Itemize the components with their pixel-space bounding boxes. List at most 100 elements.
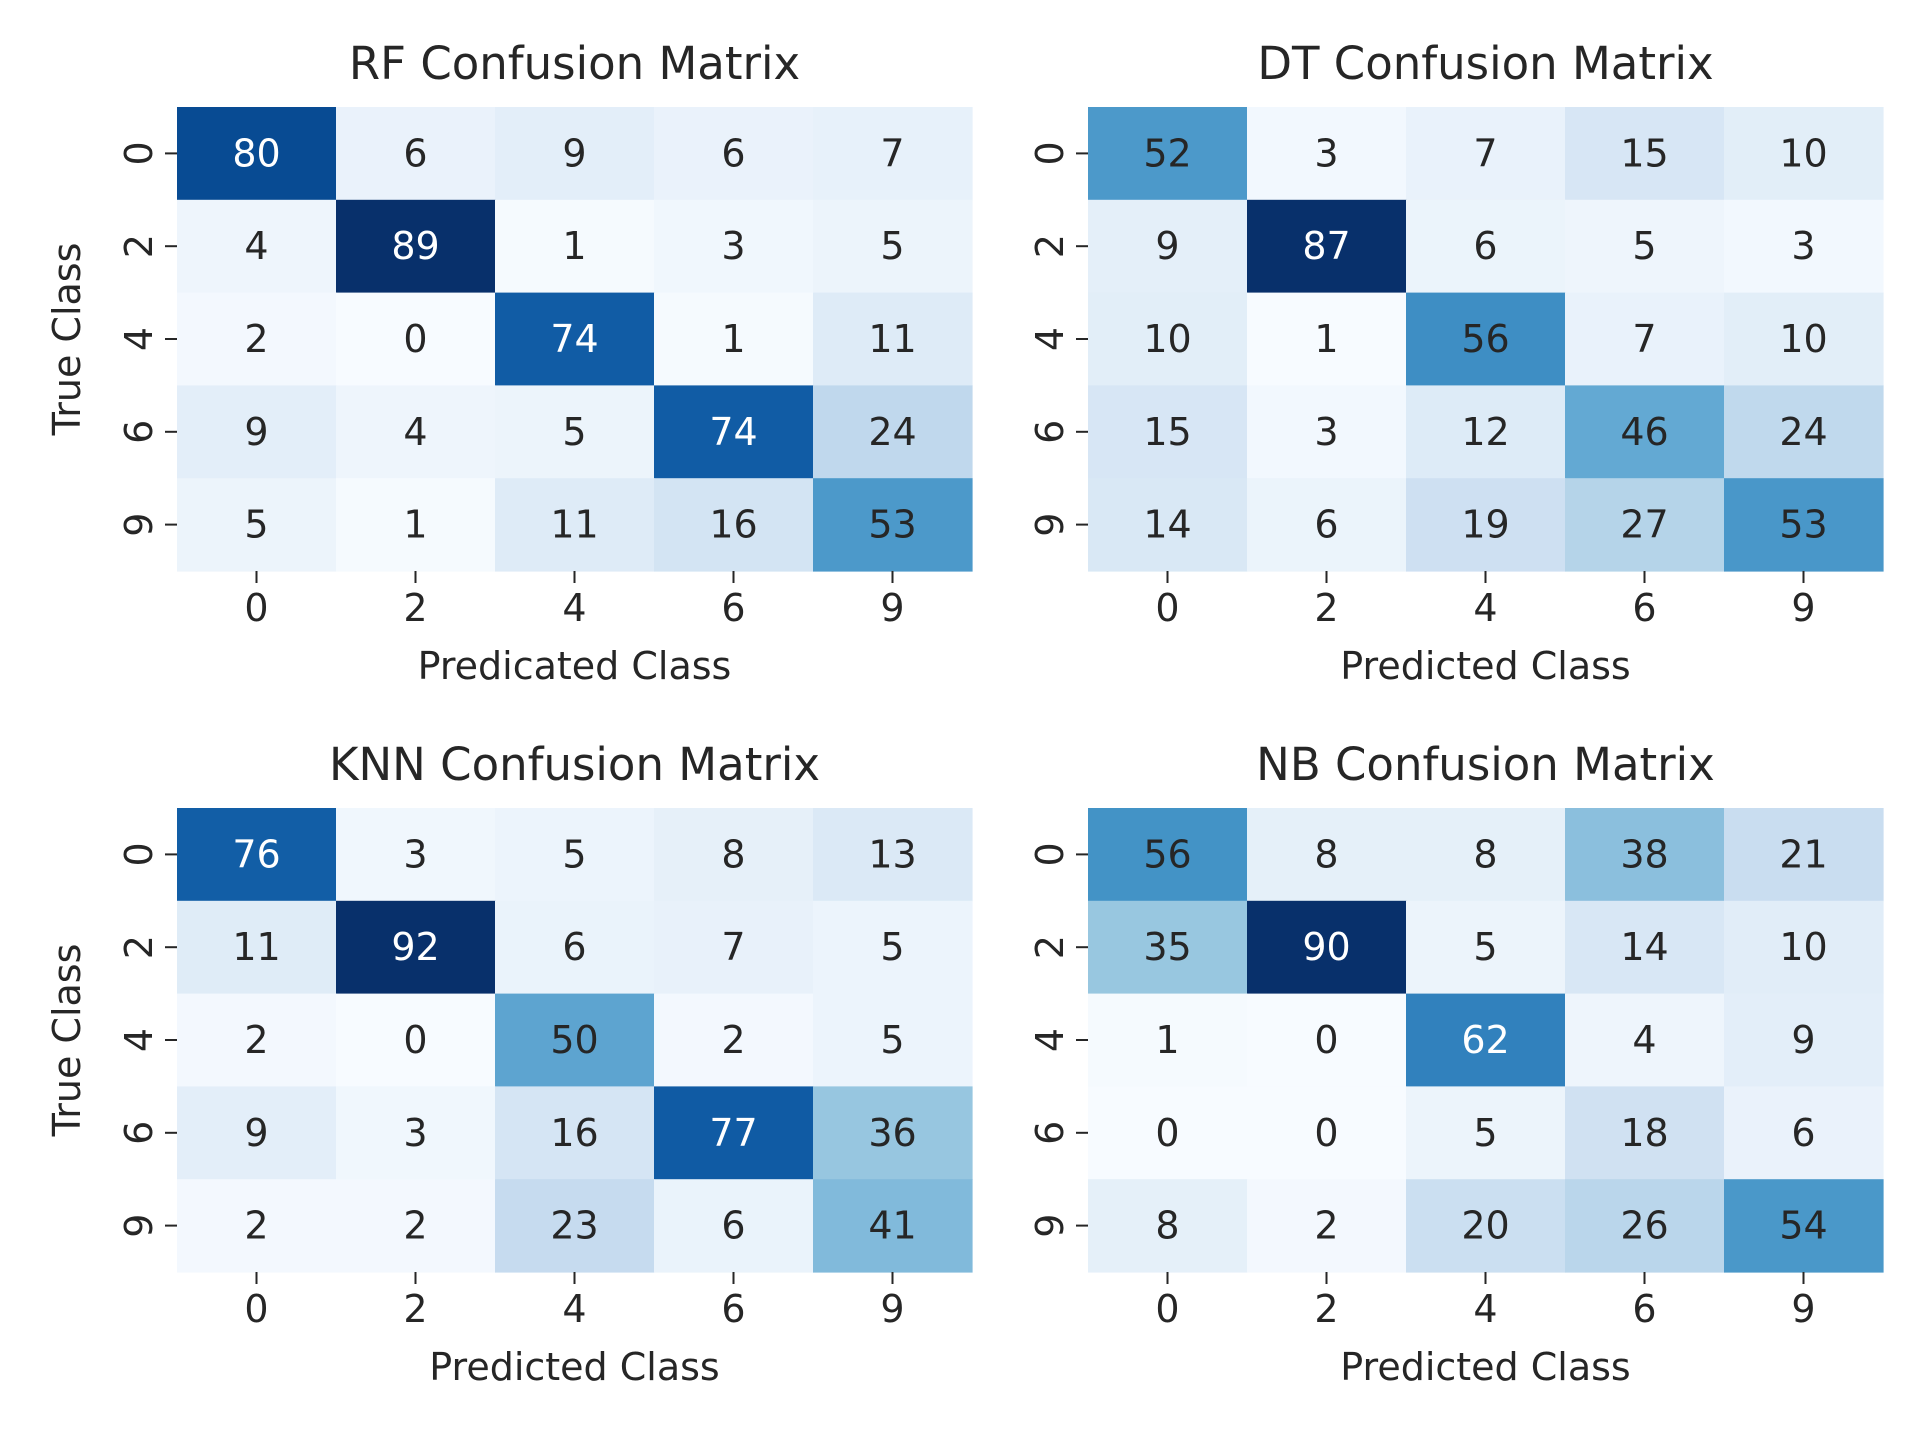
cell-value-label: 46 xyxy=(1620,410,1668,454)
y-tick-label: 4 xyxy=(1028,327,1072,351)
heatmap-cell xyxy=(1406,199,1566,294)
cell-value-label: 5 xyxy=(244,503,268,547)
heatmap-cell xyxy=(177,199,337,294)
y-tick-label: 0 xyxy=(117,141,161,165)
heatmap-cell xyxy=(1406,292,1566,386)
cell-value-label: 16 xyxy=(550,1111,598,1155)
cell-value-label: 7 xyxy=(1473,131,1497,175)
x-tick-label: 9 xyxy=(1791,1287,1815,1331)
heatmap-cell xyxy=(654,1086,814,1180)
heatmap-cell xyxy=(495,993,655,1087)
cell-value-label: 1 xyxy=(562,224,586,268)
heatmap-cell xyxy=(1565,107,1725,201)
x-tick-label: 9 xyxy=(880,586,904,630)
cell-value-label: 8 xyxy=(721,832,745,876)
cell-value-label: 3 xyxy=(1314,410,1338,454)
cell-value-label: 3 xyxy=(1314,131,1338,175)
cell-value-label: 35 xyxy=(1143,925,1191,969)
x-tick-label: 2 xyxy=(403,1287,427,1331)
cell-value-label: 74 xyxy=(709,410,757,454)
heatmap-cell xyxy=(177,385,337,479)
heatmap-cell xyxy=(336,900,496,995)
heatmap-cell xyxy=(1724,292,1884,386)
cell-value-label: 5 xyxy=(1473,1111,1497,1155)
cell-value-label: 90 xyxy=(1302,925,1350,969)
heatmap-cell xyxy=(1406,478,1566,572)
cell-value-label: 11 xyxy=(232,925,280,969)
cell-value-label: 9 xyxy=(1791,1018,1815,1062)
heatmap-cell xyxy=(495,1179,655,1273)
cell-value-label: 56 xyxy=(1461,317,1509,361)
y-axis-label: True Class xyxy=(45,944,89,1138)
heatmap-cell xyxy=(1724,1086,1884,1180)
heatmap-cell xyxy=(495,900,655,995)
heatmap-cell xyxy=(1247,478,1407,572)
cell-value-label: 24 xyxy=(1779,410,1827,454)
cell-value-label: 0 xyxy=(403,1018,427,1062)
cell-value-label: 8 xyxy=(1473,832,1497,876)
cell-value-label: 5 xyxy=(880,1018,904,1062)
cell-value-label: 1 xyxy=(1155,1018,1179,1062)
cell-value-label: 56 xyxy=(1143,832,1191,876)
y-tick-label: 9 xyxy=(117,513,161,537)
heatmap-cell xyxy=(1565,1086,1725,1180)
heatmap-cell xyxy=(495,107,655,201)
heatmap-cell xyxy=(495,385,655,479)
cell-value-label: 2 xyxy=(1314,1204,1338,1248)
heatmap-cell xyxy=(177,107,337,201)
panel-title: DT Confusion Matrix xyxy=(1257,37,1713,90)
cell-value-label: 5 xyxy=(1473,925,1497,969)
y-tick-label: 6 xyxy=(1028,1121,1072,1145)
heatmap-cell xyxy=(336,107,496,201)
cell-value-label: 12 xyxy=(1461,410,1509,454)
x-tick-label: 9 xyxy=(1791,586,1815,630)
cell-value-label: 0 xyxy=(1314,1018,1338,1062)
heatmap-cell xyxy=(1406,385,1566,479)
heatmap-cell xyxy=(1565,993,1725,1087)
cell-value-label: 5 xyxy=(1632,224,1656,268)
x-tick-label: 2 xyxy=(403,586,427,630)
cell-value-label: 7 xyxy=(721,925,745,969)
heatmap-cell xyxy=(336,385,496,479)
heatmap-cell xyxy=(177,1179,337,1273)
y-tick-label: 4 xyxy=(117,1028,161,1052)
x-tick-label: 2 xyxy=(1314,1287,1338,1331)
heatmap-cell xyxy=(495,292,655,386)
heatmap-cell xyxy=(813,900,973,995)
y-tick-label: 4 xyxy=(117,327,161,351)
heatmap-cell xyxy=(1088,385,1248,479)
cell-value-label: 5 xyxy=(562,410,586,454)
heatmap-cell xyxy=(1724,808,1884,902)
cell-value-label: 76 xyxy=(232,832,280,876)
cell-value-label: 1 xyxy=(1314,317,1338,361)
heatmap-cell xyxy=(1565,478,1725,572)
heatmap-cell xyxy=(177,1086,337,1180)
cell-value-label: 36 xyxy=(868,1111,916,1155)
heatmap-cell xyxy=(1088,107,1248,201)
cell-value-label: 5 xyxy=(562,832,586,876)
y-tick-label: 0 xyxy=(117,842,161,866)
x-axis-label: Predicted Class xyxy=(1340,1345,1630,1389)
heatmap-cell xyxy=(495,808,655,902)
heatmap-cell xyxy=(1088,478,1248,572)
heatmap-cell xyxy=(813,385,973,479)
y-tick-label: 6 xyxy=(117,1121,161,1145)
cell-value-label: 3 xyxy=(721,224,745,268)
x-axis-label: Predicted Class xyxy=(429,1345,719,1389)
heatmap-cell xyxy=(336,808,496,902)
y-tick-label: 0 xyxy=(1028,842,1072,866)
heatmap-cell xyxy=(1565,199,1725,294)
cell-value-label: 62 xyxy=(1461,1018,1509,1062)
cell-value-label: 4 xyxy=(403,410,427,454)
cell-value-label: 3 xyxy=(403,1111,427,1155)
heatmap-cell xyxy=(813,107,973,201)
cell-value-label: 9 xyxy=(562,131,586,175)
x-tick-label: 6 xyxy=(1632,586,1656,630)
cell-value-label: 5 xyxy=(880,224,904,268)
heatmap-cell xyxy=(654,900,814,995)
heatmap-cell xyxy=(336,1086,496,1180)
y-tick-label: 6 xyxy=(117,420,161,444)
heatmap-cell xyxy=(1406,1086,1566,1180)
